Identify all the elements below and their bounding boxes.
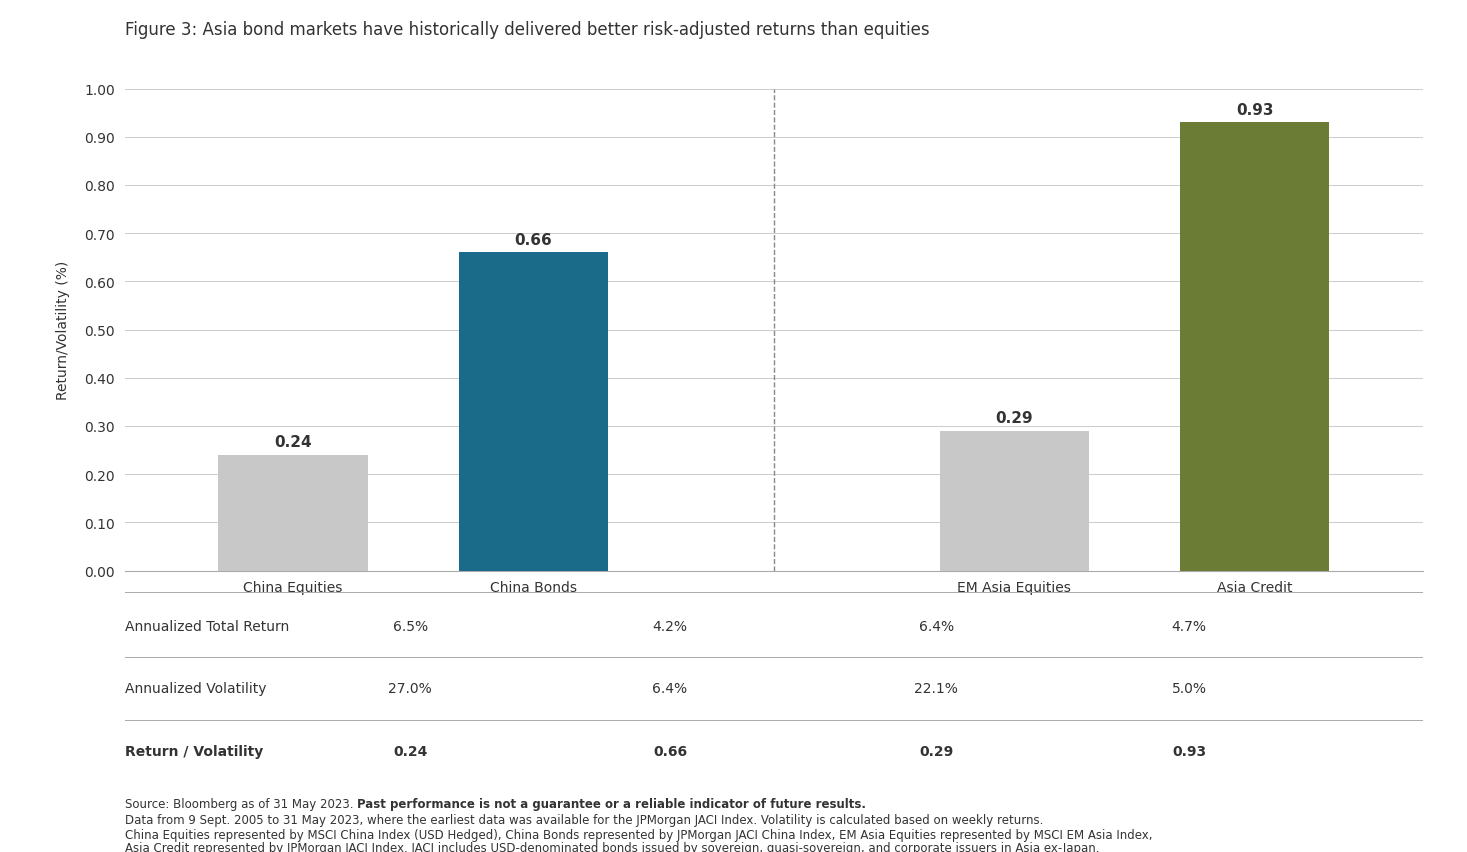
Text: Figure 3: Asia bond markets have historically delivered better risk-adjusted ret: Figure 3: Asia bond markets have histori… bbox=[125, 21, 929, 39]
Bar bbox=[219, 455, 368, 571]
Text: Source: Bloomberg as of 31 May 2023.: Source: Bloomberg as of 31 May 2023. bbox=[125, 797, 356, 810]
Text: 4.2%: 4.2% bbox=[653, 619, 688, 634]
Text: 0.93: 0.93 bbox=[1172, 745, 1206, 758]
Text: Asia Credit represented by JPMorgan JACI Index. JACI includes USD-denominated bo: Asia Credit represented by JPMorgan JACI… bbox=[125, 841, 1099, 852]
Text: 4.7%: 4.7% bbox=[1172, 619, 1207, 634]
Text: Annualized Volatility: Annualized Volatility bbox=[125, 681, 266, 695]
Text: 0.66: 0.66 bbox=[515, 233, 552, 247]
Bar bbox=[940, 431, 1089, 571]
Text: 0.29: 0.29 bbox=[918, 745, 954, 758]
Bar bbox=[459, 253, 607, 571]
Text: Data from 9 Sept. 2005 to 31 May 2023, where the earliest data was available for: Data from 9 Sept. 2005 to 31 May 2023, w… bbox=[125, 814, 1043, 826]
Bar bbox=[1179, 124, 1329, 571]
Text: 0.66: 0.66 bbox=[653, 745, 687, 758]
Y-axis label: Return/Volatility (%): Return/Volatility (%) bbox=[56, 261, 70, 400]
Text: 0.93: 0.93 bbox=[1235, 102, 1273, 118]
Text: 0.24: 0.24 bbox=[393, 745, 427, 758]
Text: China Equities represented by MSCI China Index (USD Hedged), China Bonds represe: China Equities represented by MSCI China… bbox=[125, 828, 1152, 841]
Text: Past performance is not a guarantee or a reliable indicator of future results.: Past performance is not a guarantee or a… bbox=[356, 797, 866, 810]
Text: 5.0%: 5.0% bbox=[1172, 681, 1207, 695]
Text: 22.1%: 22.1% bbox=[914, 681, 958, 695]
Text: 6.4%: 6.4% bbox=[918, 619, 954, 634]
Text: 6.5%: 6.5% bbox=[393, 619, 428, 634]
Text: 0.29: 0.29 bbox=[996, 411, 1033, 425]
Text: Return / Volatility: Return / Volatility bbox=[125, 745, 263, 758]
Text: 6.4%: 6.4% bbox=[653, 681, 688, 695]
Text: 27.0%: 27.0% bbox=[389, 681, 433, 695]
Text: 0.24: 0.24 bbox=[274, 435, 312, 450]
Text: Annualized Total Return: Annualized Total Return bbox=[125, 619, 289, 634]
